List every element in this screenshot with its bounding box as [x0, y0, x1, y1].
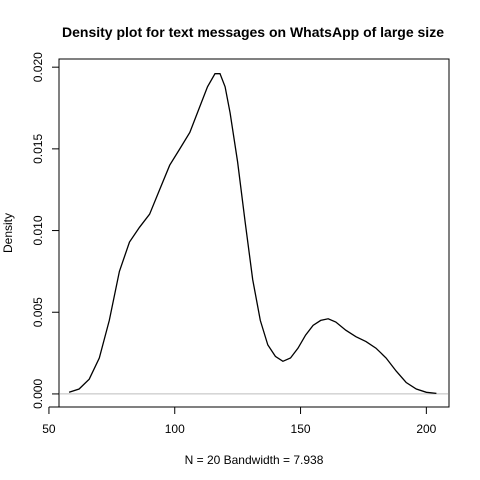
- density-curve: [68, 73, 437, 395]
- y-tick-label: 0.010: [31, 215, 45, 245]
- x-tick-label: 150: [291, 422, 311, 436]
- y-tick-label: 0.000: [31, 379, 45, 409]
- x-tick-label: 100: [165, 422, 185, 436]
- x-axis-label: N = 20 Bandwidth = 7.938: [185, 453, 324, 467]
- y-tick-label: 0.020: [31, 52, 45, 82]
- x-tick-label: 50: [42, 422, 56, 436]
- y-axis-label: Density: [1, 213, 15, 253]
- x-axis: 50 100 150 200: [42, 406, 437, 436]
- y-tick-label: 0.015: [31, 134, 45, 164]
- plot-frame: [58, 58, 450, 408]
- y-axis: 0.000 0.005 0.010 0.015 0.020: [31, 52, 60, 409]
- chart-title: Density plot for text messages on WhatsA…: [62, 24, 444, 40]
- x-tick-label: 200: [416, 422, 436, 436]
- y-tick-label: 0.005: [31, 297, 45, 327]
